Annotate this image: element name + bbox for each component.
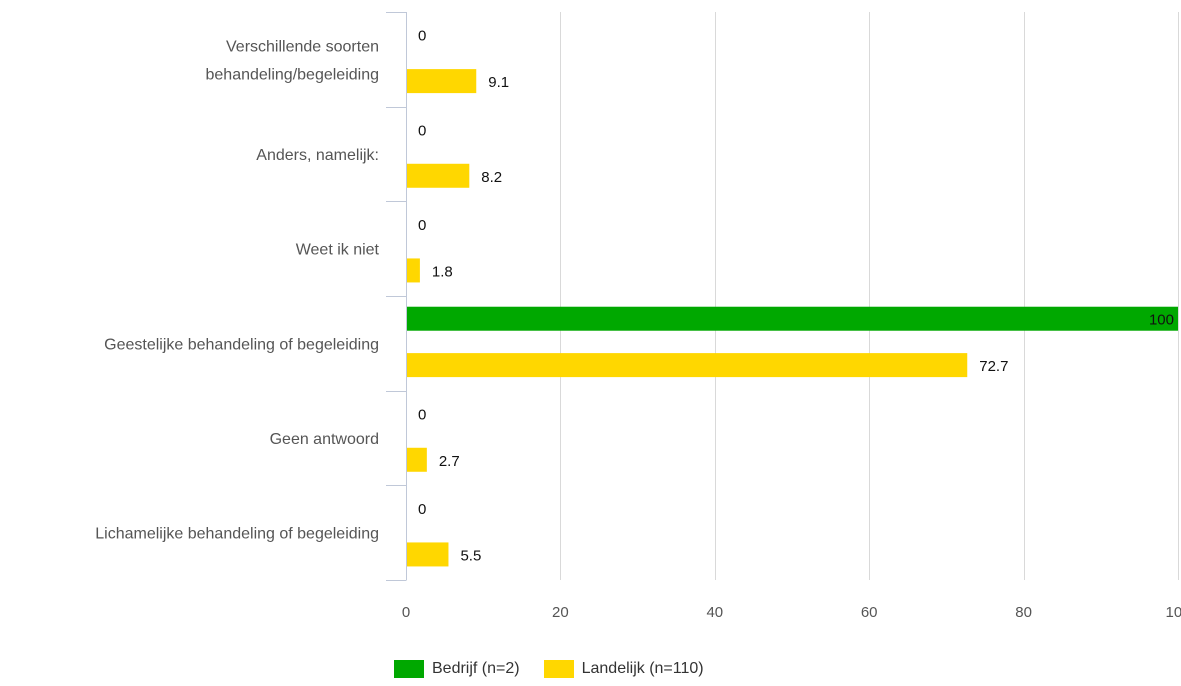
bar-landelijk (407, 258, 420, 283)
data-label-landelijk: 9.1 (488, 74, 509, 91)
bars (407, 69, 1178, 567)
data-label-landelijk: 8.2 (481, 169, 502, 186)
legend-swatch-landelijk (543, 660, 574, 678)
data-label-landelijk: 1.8 (432, 263, 453, 280)
category-axis (386, 12, 407, 581)
category-label: Lichamelijke behandeling of begeleiding (95, 526, 379, 543)
x-tick-label-100: 100 (1165, 604, 1181, 621)
x-tick-label-40: 40 (706, 604, 723, 621)
data-label-bedrijf: 0 (418, 28, 426, 45)
data-labels: 0 9.1 0 8.2 0 1.8 100 72.7 0 2.7 0 5.5 (418, 28, 1174, 565)
bar-landelijk (407, 353, 968, 378)
data-label-bedrijf: 0 (418, 406, 426, 423)
bar-landelijk (407, 69, 477, 94)
category-label: behandeling/begeleiding (206, 66, 380, 83)
legend-item-landelijk[interactable]: Landelijk (n=110) (543, 660, 704, 678)
x-tick-label-20: 20 (552, 604, 569, 621)
legend-label-landelijk: Landelijk (n=110) (581, 660, 704, 677)
category-label: Geen antwoord (270, 431, 379, 448)
data-label-bedrijf: 0 (418, 122, 426, 139)
bar-landelijk (407, 163, 470, 188)
legend-swatch-bedrijf (394, 660, 424, 678)
data-label-landelijk: 2.7 (439, 453, 460, 470)
category-labels: Verschillende soorten behandeling/begelei… (95, 38, 379, 542)
category-label: Geestelijke behandeling of begeleiding (104, 336, 379, 353)
legend-label-bedrijf: Bedrijf (n=2) (432, 660, 520, 677)
legend: Bedrijf (n=2) Landelijk (n=110) (394, 660, 728, 678)
category-label: Anders, namelijk: (256, 147, 379, 164)
bar-chart: Verschillende soorten behandeling/begelei… (95, 12, 1181, 621)
bar-bedrijf (407, 306, 1178, 331)
x-axis-tick-labels: 0 20 40 60 80 100 (402, 604, 1181, 621)
x-tick-label-0: 0 (402, 604, 410, 621)
x-tick-label-60: 60 (861, 604, 878, 621)
data-label-landelijk: 72.7 (979, 358, 1008, 375)
category-label: Verschillende soorten (226, 38, 379, 55)
data-label-bedrijf: 0 (418, 501, 426, 518)
legend-item-bedrijf[interactable]: Bedrijf (n=2) (394, 660, 520, 678)
category-label: Weet ik niet (296, 242, 380, 259)
data-label-bedrijf: 100 (1149, 312, 1174, 329)
bar-landelijk (407, 542, 449, 567)
bar-landelijk (407, 447, 427, 472)
data-label-landelijk: 5.5 (460, 547, 481, 564)
grid-lines (560, 12, 1179, 580)
data-label-bedrijf: 0 (418, 217, 426, 234)
x-tick-label-80: 80 (1015, 604, 1032, 621)
